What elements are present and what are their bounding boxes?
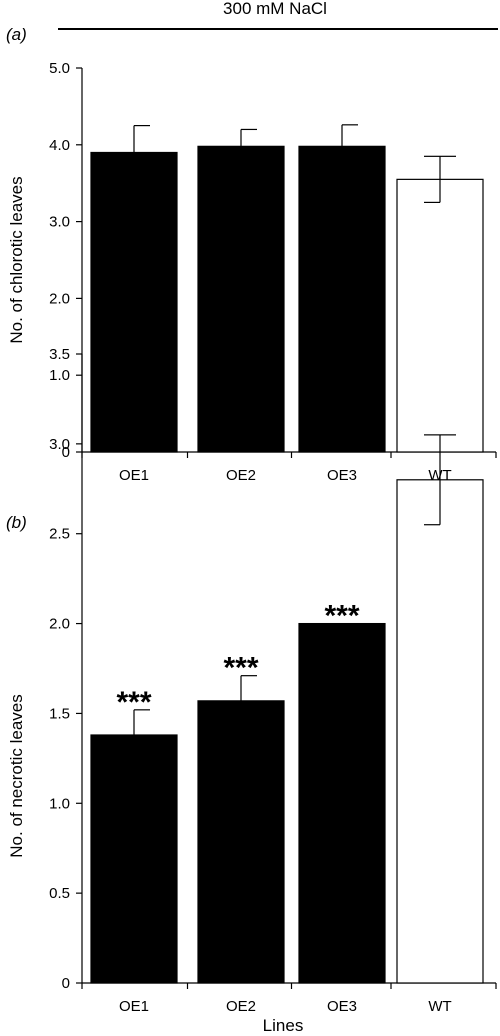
bar (197, 700, 285, 984)
y-tick-label: 2.0 (49, 290, 70, 307)
y-tick-label: 3.0 (49, 436, 70, 453)
y-tick-label: 1.5 (49, 705, 70, 722)
bar (197, 145, 285, 453)
x-tick-label: OE3 (327, 998, 357, 1015)
significance-label: *** (116, 686, 151, 719)
bar (396, 479, 484, 984)
bar (90, 151, 178, 453)
chart-panel-a: (a) No. of chlorotic leaves 0 1.0 2.0 3.0 4.… (6, 25, 497, 484)
y-tick-label: 4.0 (49, 137, 70, 154)
significance-label: *** (223, 652, 258, 685)
x-tick-label: WT (428, 998, 451, 1015)
bar (298, 622, 386, 984)
treatment-label: 300 mM NaCl (223, 0, 327, 18)
significance-label: *** (324, 600, 359, 633)
y-tick-label: 1.0 (49, 795, 70, 812)
bar (396, 178, 484, 453)
plot-area-b: 0 0.5 1.0 1.5 2.0 2.5 3.0 3.5 OE1 *** OE2 *** OE3 ***… (49, 346, 497, 1015)
x-tick-label: OE1 (119, 998, 149, 1015)
x-tick-label: OE1 (119, 467, 149, 484)
y-axis-title-a: No. of chlorotic leaves (7, 176, 26, 343)
chart-panel-b: (b) No. of necrotic leaves Lines 0 0.5 1.0… (6, 346, 497, 1035)
y-tick-label: 3.5 (49, 346, 70, 363)
x-tick-label: OE2 (226, 467, 256, 484)
y-tick-label: 0.5 (49, 885, 70, 902)
panel-label-a: (a) (6, 25, 27, 44)
y-tick-label: 3.0 (49, 214, 70, 231)
x-tick-label: OE2 (226, 998, 256, 1015)
y-axis-title-b: No. of necrotic leaves (7, 694, 26, 857)
x-axis-title-b: Lines (263, 1016, 304, 1035)
panel-label-b: (b) (6, 513, 27, 532)
y-tick-label: 5.0 (49, 60, 70, 77)
x-tick-label: OE3 (327, 467, 357, 484)
y-tick-label: 0 (62, 975, 70, 992)
bar (90, 734, 178, 984)
bar (298, 145, 386, 453)
y-tick-label: 0 (62, 444, 70, 461)
y-tick-label: 2.5 (49, 526, 70, 543)
y-tick-label: 2.0 (49, 616, 70, 633)
y-tick-label: 1.0 (49, 367, 70, 384)
